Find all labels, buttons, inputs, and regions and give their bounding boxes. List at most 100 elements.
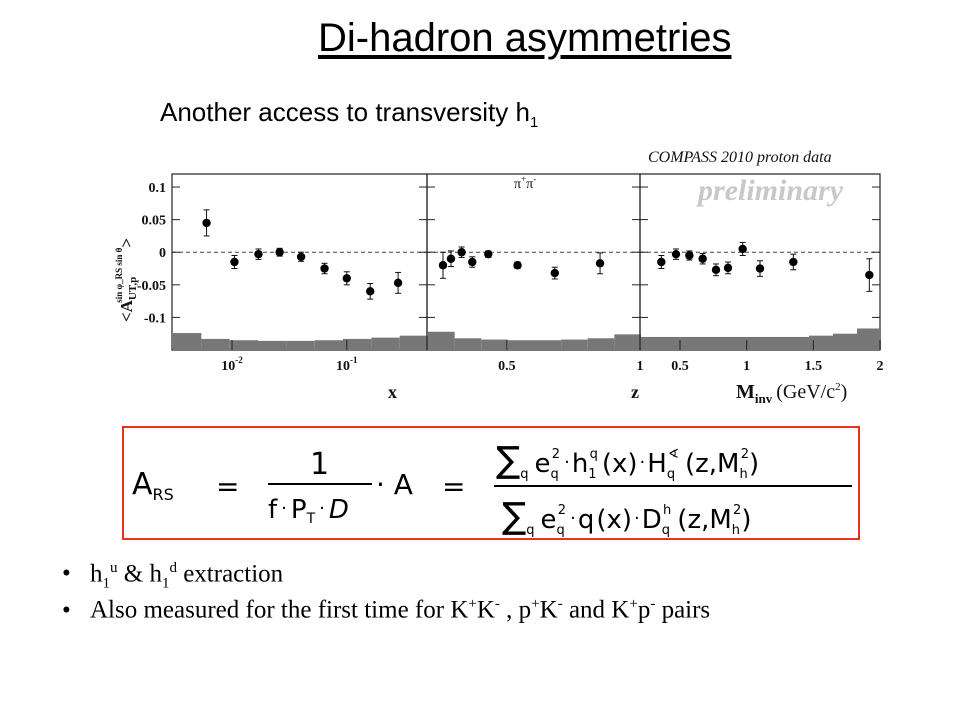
data-point [484,249,493,259]
den-q: q [526,523,534,538]
data-point [671,249,681,259]
bullet-marker: • [62,596,71,624]
data-point [685,251,694,260]
den-close: ) [741,505,751,535]
data-point [320,264,329,273]
b2-s3: + [531,596,540,613]
systematic-bar [454,338,482,350]
data-point [202,218,211,228]
b2-a: Also measured for the first time for K [90,596,469,624]
data-point [468,257,477,267]
x-label-units-sup: 2 [835,381,841,393]
b2-f: p [637,596,651,624]
num-m-sub: h [740,467,748,482]
num-q: q [520,467,528,482]
x-axis-label-z: z [631,382,639,402]
systematic-bar [343,338,372,350]
b1-amp: & h [117,560,162,588]
systematic-bar [258,340,287,350]
x-tick-label: 0.5 [498,359,516,374]
bullet-text-1: h1u & h1d extraction [90,560,283,592]
frac1-num: 1 [310,447,329,482]
data-point [296,252,306,261]
data-point [698,254,707,263]
frac1-p: P [291,495,307,525]
systematic-bar [833,333,857,350]
y-tick-label: 0.05 [142,214,167,229]
svg-text:f·PT·D: f · PT · D [268,495,349,527]
num-e: e [535,449,551,479]
den-qx: q [578,505,595,535]
data-point [366,287,375,296]
y-tick-label: 0.1 [149,181,167,196]
num-args: (z,M [685,449,740,479]
x-tick-exponent: -1 [350,355,358,365]
data-point [342,274,351,283]
data-point [723,263,733,273]
x-label-units-tail: ) [841,381,848,403]
b1-sup2: d [169,560,177,576]
frac1-dot2: · [319,498,325,519]
x-label-m-sub: inv [755,391,773,406]
systematic-bar [371,337,400,350]
formula-box: ARS = 1 f · PT · D · A = ∑q eq2 ·h1q (x) ·Hq∢ (z,… [122,426,860,540]
b1-h1: h [90,560,103,588]
num-h-sub: 1 [588,467,596,482]
b1-sub2: 1 [161,575,170,592]
data-point [755,264,765,273]
den-e-sup: 2 [558,503,566,518]
systematic-bar [587,338,615,350]
b1-tail: extraction [176,560,284,588]
systematic-bar [761,336,785,350]
asymmetry-figure: COMPASS 2010 proton data preliminary <AU… [114,149,884,406]
systematic-bar [614,334,641,350]
num-close: ) [749,449,759,479]
x-tick-label: 2 [877,359,884,374]
panel2-sup2: - [533,174,536,184]
num-big-h: H [647,449,667,479]
panel-frame [426,173,641,351]
b2-s1: + [468,596,477,613]
svg-text:ARS: ARS [132,467,174,504]
data-point [550,268,559,278]
equals-2: = [442,470,465,503]
den-m-sub: h [732,523,740,538]
systematic-bar [785,336,809,350]
b2-c: , p [499,596,532,624]
b2-s4: - [557,596,563,613]
panel2-pi2: π [526,177,533,192]
systematic-bar [481,339,508,350]
subtitle-subscript: 1 [529,114,539,132]
systematic-bar [737,336,761,350]
panel2-sup1: + [521,174,526,184]
num-dot1: · [564,452,570,473]
x-tick-label: 1.5 [805,359,823,374]
data-point [657,257,666,267]
systematic-bar [286,340,315,350]
systematic-bar [809,335,833,350]
data-point [438,261,448,270]
systematic-bar [428,331,455,350]
data-point [711,265,721,275]
bullet-list: • h1u & h1d extraction • Also measured f… [62,560,710,629]
panel-frame [171,173,428,351]
lhs-sub: RS [153,485,174,504]
systematic-bar [507,340,535,350]
x-label-m: M [736,381,755,403]
data-point [275,248,284,257]
panels: 0.1 0.05 0 -0.05 -0.1 10-2 10-1 0.5 1 0.5 1 1.5 2 [137,173,884,374]
frac1-dot1: · [281,498,287,519]
den-e-sub: q [557,523,565,538]
svg-text:<AUT,psin φ_RS sin θ>: <AUT,psin φ_RS sin θ> [114,238,139,322]
x-axis-label-x: x [388,382,397,402]
x-tick-exponent: -2 [235,355,243,365]
y-label-main: <A [117,299,136,322]
y-label-tail: > [117,238,136,248]
page-title: Di-hadron asymmetries [318,16,732,60]
b2-e: and K [562,596,630,624]
data-point [393,278,403,288]
data-point [595,259,605,268]
b2-s2: - [494,596,500,613]
